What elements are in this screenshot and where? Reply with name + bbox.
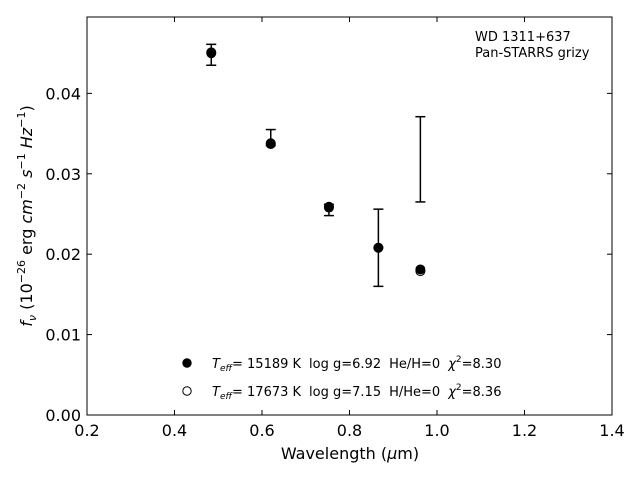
annotation-object: WD 1311+637 — [475, 30, 571, 45]
y-axis-label: fν (10−26 erg cm−2 s−1 Hz−1) — [15, 105, 39, 326]
legend-marker-filled — [182, 358, 192, 368]
x-axis-label: Wavelength (μm) — [281, 444, 419, 463]
x-tick-label: 1.4 — [599, 421, 624, 440]
y-tick-label: 0.01 — [45, 326, 81, 345]
x-tick-label: 0.8 — [337, 421, 362, 440]
legend-marker-open — [182, 386, 192, 396]
x-tick-label: 1.0 — [424, 421, 449, 440]
model-point-filled — [206, 47, 217, 58]
model-point-filled — [415, 264, 426, 275]
x-tick-label: 0.6 — [249, 421, 274, 440]
model-point-filled — [323, 201, 334, 212]
annotation-survey: Pan-STARRS grizy — [475, 46, 590, 61]
y-tick-label: 0.04 — [45, 84, 81, 103]
y-tick-label: 0.02 — [45, 245, 81, 264]
error-bar — [415, 115, 426, 203]
x-tick-label: 1.2 — [512, 421, 537, 440]
plot-frame — [86, 16, 613, 416]
model-point-filled — [373, 242, 384, 253]
data-points — [206, 47, 426, 277]
model-point-filled — [265, 138, 276, 149]
x-tick-label: 0.2 — [74, 421, 99, 440]
y-tick-label: 0.00 — [45, 406, 81, 425]
x-tick-label: 0.4 — [162, 421, 187, 440]
axis-ticks: 0.2 0.4 0.6 0.8 1.0 1.2 1.4 0.00 0.01 0.02 0.03 0.0… — [45, 17, 625, 440]
error-bars — [206, 43, 426, 288]
y-tick-label: 0.03 — [45, 165, 81, 184]
